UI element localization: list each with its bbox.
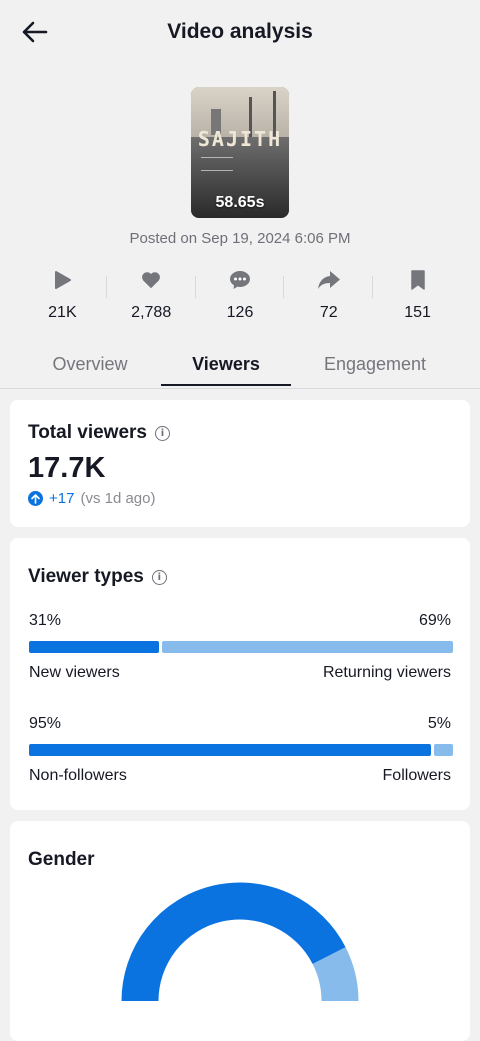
info-icon[interactable]: i xyxy=(151,569,167,585)
info-icon[interactable]: i xyxy=(154,425,170,441)
stat-saves: 151 xyxy=(373,266,462,326)
tab-viewers[interactable]: Viewers xyxy=(192,354,260,374)
new-viewers-pct: 31% xyxy=(29,612,62,629)
stat-views: 21K xyxy=(18,266,107,326)
returning-viewers-label: Returning viewers xyxy=(322,664,451,681)
card-title: Viewer types xyxy=(28,566,144,587)
bar-segment-returning xyxy=(161,641,453,653)
tab-bar: Overview Viewers Engagement xyxy=(0,345,480,388)
gender-donut-chart xyxy=(121,882,359,1002)
non-followers-pct: 95% xyxy=(29,715,62,732)
viewer-types-card: Viewer types i 31% 69% New viewers Retur… xyxy=(10,538,470,810)
back-button[interactable] xyxy=(18,18,50,46)
arrow-up-icon xyxy=(28,491,43,506)
stat-comments: 126 xyxy=(196,266,285,326)
tab-overview[interactable]: Overview xyxy=(52,354,128,374)
delta-value: +17 xyxy=(49,490,75,507)
returning-viewers-pct: 69% xyxy=(418,612,451,629)
bar-segment-new xyxy=(29,641,159,653)
comment-icon xyxy=(229,271,250,289)
tab-engagement[interactable]: Engagement xyxy=(323,354,427,374)
video-thumbnail[interactable]: SAJITH 58.65s xyxy=(191,87,289,218)
stat-value: 126 xyxy=(226,304,254,321)
header: Video analysis xyxy=(0,0,480,64)
non-followers-label: Non-followers xyxy=(29,767,127,784)
stat-value: 2,788 xyxy=(131,304,172,321)
heart-icon xyxy=(142,272,161,289)
bookmark-icon xyxy=(410,270,425,290)
stat-value: 21K xyxy=(48,304,77,321)
bar-segment-non-followers xyxy=(29,744,431,756)
gender-segment-secondary xyxy=(312,947,359,1002)
arrow-left-icon xyxy=(22,21,48,43)
total-viewers-card: Total viewers i 17.7K +17 (vs 1d ago) xyxy=(10,400,470,527)
bar-segment-followers xyxy=(433,744,453,756)
video-brand-text: SAJITH xyxy=(197,127,283,151)
card-title: Total viewers xyxy=(28,422,147,443)
gender-segment-primary xyxy=(121,882,346,1002)
share-icon xyxy=(317,271,340,289)
total-viewers-value: 17.7K xyxy=(28,452,106,484)
active-tab-indicator xyxy=(161,384,291,386)
card-title: Gender xyxy=(28,849,95,870)
followers-pct: 5% xyxy=(427,715,451,732)
stat-shares: 72 xyxy=(284,266,374,326)
gender-card: Gender xyxy=(10,821,470,1041)
video-duration: 58.65s xyxy=(215,194,265,211)
posted-date: Posted on Sep 19, 2024 6:06 PM xyxy=(129,230,351,247)
play-icon xyxy=(55,271,72,289)
viewer-type-bar-followers xyxy=(29,744,453,756)
stat-likes: 2,788 xyxy=(107,266,196,326)
viewer-type-bar-new-returning xyxy=(29,641,453,653)
followers-label: Followers xyxy=(382,767,451,784)
stat-value: 72 xyxy=(319,304,338,321)
stat-value: 151 xyxy=(404,304,431,321)
page-title: Video analysis xyxy=(167,20,313,43)
delta-compare: (vs 1d ago) xyxy=(80,490,156,507)
viewers-delta: +17 (vs 1d ago) xyxy=(28,490,156,507)
stats-row: 21K 2,788 126 72 151 xyxy=(18,266,462,326)
new-viewers-label: New viewers xyxy=(29,664,120,681)
divider xyxy=(0,388,480,389)
